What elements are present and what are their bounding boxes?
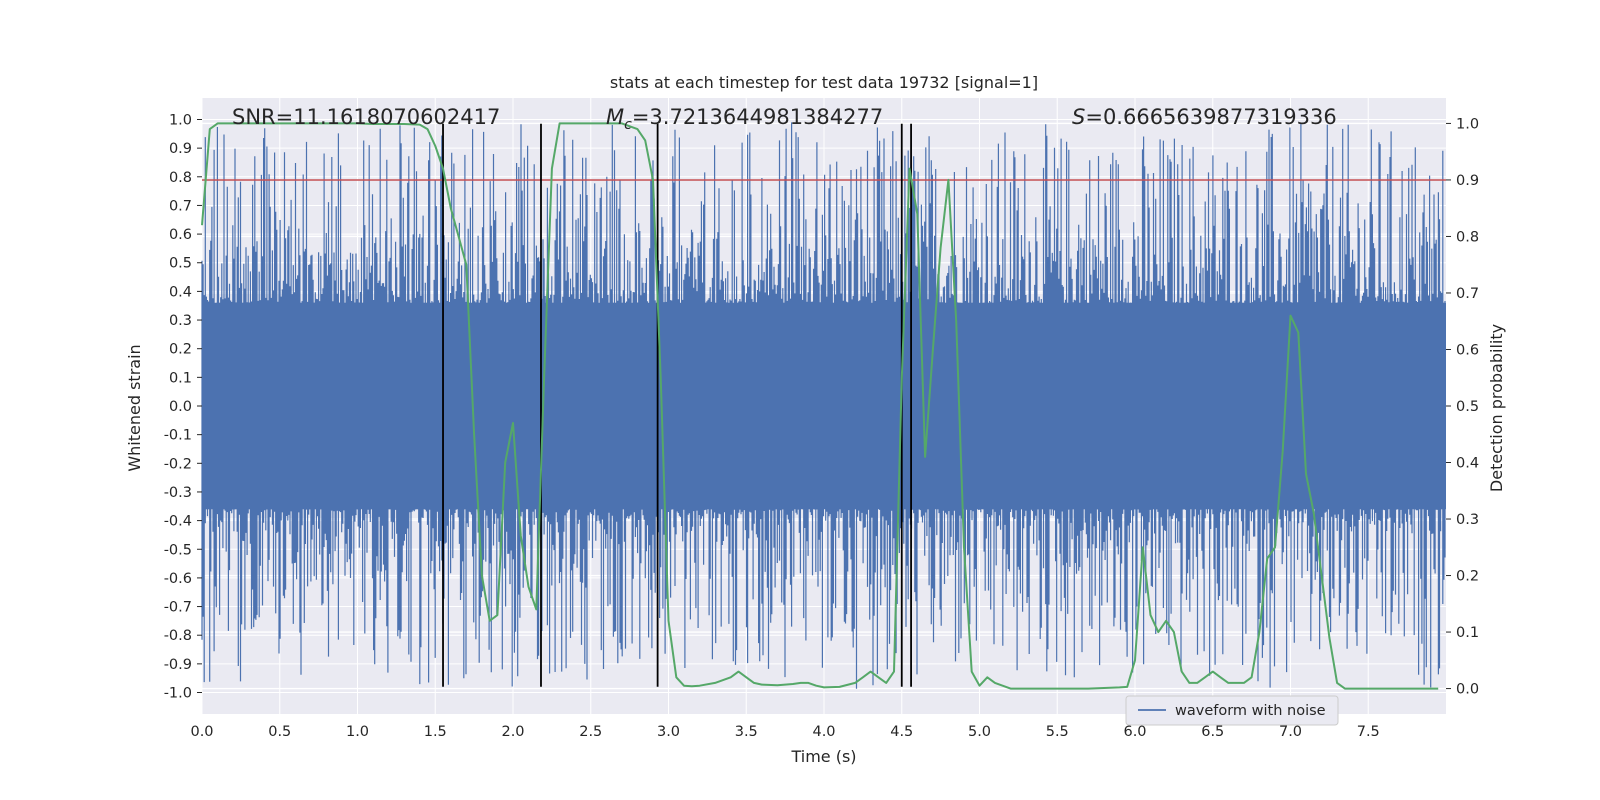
y-tick-label: -0.7 bbox=[164, 600, 192, 616]
y2-tick-label: 0.9 bbox=[1456, 173, 1479, 189]
snr-annotation: SNR=11.1618070602417 bbox=[232, 105, 500, 129]
y-tick-label: -0.9 bbox=[164, 657, 192, 673]
y-tick-label: 0.8 bbox=[169, 170, 192, 186]
y-tick-label: -0.5 bbox=[164, 542, 192, 558]
x-tick-label: 2.5 bbox=[579, 724, 602, 740]
x-tick-label: 7.5 bbox=[1357, 724, 1380, 740]
x-tick-label: 4.5 bbox=[890, 724, 913, 740]
x-tick-label: 6.0 bbox=[1123, 724, 1146, 740]
y-tick-label: -0.4 bbox=[164, 514, 192, 530]
chirp-mass-subscript: c bbox=[624, 117, 632, 133]
x-tick-label: 2.0 bbox=[501, 724, 524, 740]
probability-line bbox=[201, 122, 1439, 690]
y2-tick-label: 0.5 bbox=[1456, 399, 1479, 415]
chirp-mass-value: =3.7213644981384277 bbox=[632, 105, 883, 129]
vertical-markers bbox=[442, 123, 912, 687]
x-tick-label: 4.0 bbox=[812, 724, 835, 740]
legend-entry-waveform: waveform with noise bbox=[1175, 703, 1326, 719]
y-tick-label: 0.6 bbox=[169, 227, 192, 243]
y2-axis-label: Detection probability bbox=[1487, 324, 1506, 492]
x-tick-label: 0.5 bbox=[268, 724, 291, 740]
y-tick-label: -0.6 bbox=[164, 571, 192, 587]
chirp-mass-symbol: M bbox=[606, 105, 624, 129]
x-tick-label: 5.5 bbox=[1046, 724, 1069, 740]
y-tick-label: 0.5 bbox=[169, 256, 192, 272]
y2-tick-label: 0.1 bbox=[1456, 625, 1479, 641]
y-tick-label: -0.1 bbox=[164, 428, 192, 444]
x-tick-label: 3.0 bbox=[657, 724, 680, 740]
y-tick-label: -1.0 bbox=[164, 686, 192, 702]
chirp-mass-annotation: Mc=3.7213644981384277 bbox=[606, 105, 883, 133]
legend: waveform with noise bbox=[1125, 695, 1339, 726]
probability-series bbox=[201, 122, 1439, 690]
x-tick-label: 6.5 bbox=[1201, 724, 1224, 740]
x-tick-label: 3.5 bbox=[735, 724, 758, 740]
x-tick-label: 1.0 bbox=[346, 724, 369, 740]
y2-tick-label: 0.6 bbox=[1456, 342, 1479, 358]
y-tick-label: 0.1 bbox=[169, 370, 192, 386]
y2-tick-label: 0.3 bbox=[1456, 512, 1479, 528]
x-tick-label: 0.0 bbox=[190, 724, 213, 740]
waveform-line bbox=[201, 122, 1446, 689]
y2-tick-labels: 1.0 0.9 0.8 0.7 0.6 0.5 0.4 0.3 0.2 0.1 0.0 bbox=[1446, 116, 1479, 698]
s-value: =0.6665639877319336 bbox=[1085, 105, 1336, 129]
y-tick-label: -0.8 bbox=[164, 628, 192, 644]
x-tick-labels: 0.0 0.5 1.0 1.5 2.0 2.5 3.0 3.5 4.0 4.5 5.0 5.5 6.0 6… bbox=[190, 724, 1379, 740]
y-axis-label: Whitened strain bbox=[125, 344, 144, 471]
x-tick-label: 5.0 bbox=[968, 724, 991, 740]
x-axis-label: Time (s) bbox=[790, 747, 856, 766]
x-tick-label: 1.5 bbox=[424, 724, 447, 740]
y-tick-label: 0.9 bbox=[169, 141, 192, 157]
y-tick-label: 0.4 bbox=[169, 284, 192, 300]
y2-tick-label: 0.4 bbox=[1456, 456, 1479, 472]
s-symbol: S bbox=[1072, 105, 1085, 129]
y2-tick-label: 1.0 bbox=[1456, 116, 1479, 132]
y-tick-label: 0.7 bbox=[169, 198, 192, 214]
y-tick-label: 1.0 bbox=[169, 112, 192, 128]
y-tick-label: -0.2 bbox=[164, 456, 192, 472]
y2-tick-label: 0.7 bbox=[1456, 286, 1479, 302]
y-tick-label: 0.0 bbox=[169, 399, 192, 415]
x-tick-label: 7.0 bbox=[1279, 724, 1302, 740]
y-tick-label: -0.3 bbox=[164, 485, 192, 501]
chart-title: stats at each timestep for test data 197… bbox=[610, 73, 1038, 92]
legend-box bbox=[1125, 695, 1339, 726]
y2-tick-label: 0.0 bbox=[1456, 682, 1479, 698]
y-tick-label: 0.2 bbox=[169, 342, 192, 358]
y-tick-labels: 1.0 0.9 0.8 0.7 0.6 0.5 0.4 0.3 0.2 0.1 0.0 -0.1 -0.… bbox=[164, 112, 202, 702]
y-tick-label: 0.3 bbox=[169, 313, 192, 329]
s-annotation: S=0.6665639877319336 bbox=[1072, 105, 1337, 129]
waveform-series bbox=[201, 122, 1446, 689]
y2-tick-label: 0.2 bbox=[1456, 569, 1479, 585]
y2-tick-label: 0.8 bbox=[1456, 229, 1479, 245]
